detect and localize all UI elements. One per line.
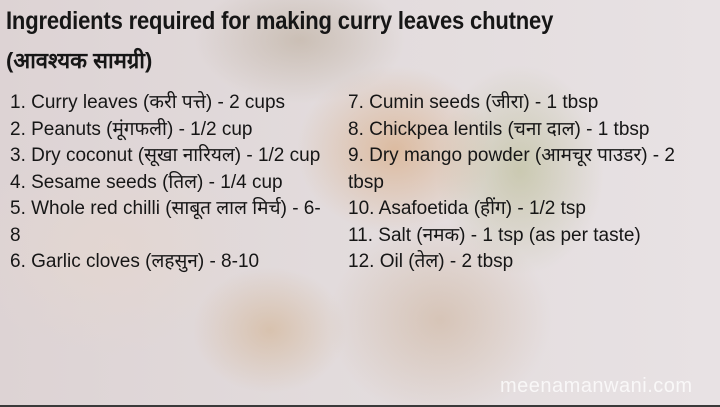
ingredient-item: 9. Dry mango powder (आमचूर पाउडर) - 2 tb… [348, 145, 675, 193]
ingredient-item: 3. Dry coconut (सूखा नारियल) - 1/2 cup [10, 145, 321, 166]
ingredient-item: 11. Salt (नमक) - 1 tsp (as per taste) [348, 224, 641, 246]
ingredient-item: 2. Peanuts (मूंगफली) - 1/2 cup [10, 118, 253, 140]
ingredient-item: 7. Cumin seeds (जीरा) - 1 tbsp [348, 92, 599, 113]
ingredient-item: 1. Curry leaves (करी पत्ते) - 2 cups [10, 92, 286, 113]
watermark: meenamanwani.com [500, 375, 693, 397]
ingredient-item: 10. Asafoetida (हींग) - 1/2 tsp [348, 198, 586, 219]
page-subtitle: (आवश्यक सामग्री) [6, 48, 153, 73]
bottom-divider [0, 405, 720, 407]
ingredient-item: 6. Garlic cloves (लहसुन) - 8-10 [10, 251, 260, 272]
ingredient-item: 5. Whole red chilli (साबूत लाल मिर्च) - … [10, 198, 321, 246]
ingredient-item: 8. Chickpea lentils (चना दाल) - 1 tbsp [348, 118, 650, 140]
page-title: Ingredients required for making curry le… [6, 7, 554, 35]
ingredient-item: 4. Sesame seeds (तिल) - 1/4 cup [10, 171, 283, 193]
ingredients-list-right: 7. Cumin seeds (जीरा) - 1 tbsp 8. Chickp… [348, 90, 688, 276]
ingredient-item: 12. Oil (तेल) - 2 tbsp [348, 251, 514, 272]
ingredients-list-left: 1. Curry leaves (करी पत्ते) - 2 cups 2. … [10, 90, 322, 276]
